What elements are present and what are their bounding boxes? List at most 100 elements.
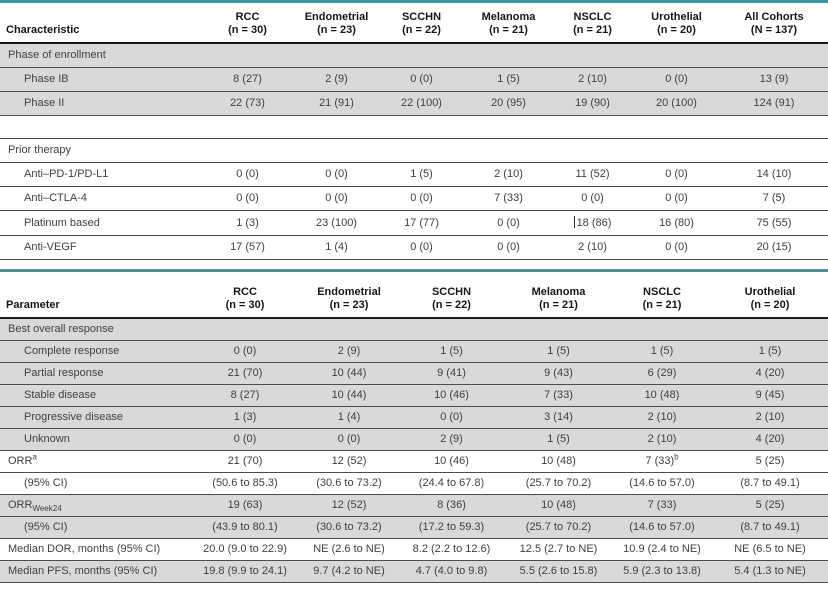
row-label-cell: Median PFS, months (95% CI) (0, 560, 190, 583)
data-cell: 1 (5) (712, 340, 828, 363)
data-cell: 8 (36) (398, 494, 505, 517)
cohort-n: (n = 21) (642, 299, 682, 311)
response-table-body: Best overall response Complete response 0 … (0, 318, 828, 583)
data-cell: 20 (100) (633, 91, 720, 116)
column-header: All Cohorts (N = 137) (720, 1, 828, 44)
data-cell: 5.4 (1.3 to NE) (712, 560, 828, 583)
data-cell: 3 (14) (505, 406, 612, 429)
cohort-name: Melanoma (531, 286, 586, 298)
row-label-cell: ORRa (0, 450, 190, 473)
row-label-cell: ORRWeek24 (0, 494, 190, 517)
data-cell: (25.7 to 70.2) (505, 516, 612, 539)
column-header: RCC (n = 30) (200, 1, 295, 44)
column-header-label: Parameter (0, 278, 190, 319)
data-cell: 9 (43) (505, 362, 612, 385)
data-cell: 0 (0) (378, 67, 465, 92)
data-cell: (24.4 to 67.8) (398, 472, 505, 495)
text-caret-artifact (573, 216, 575, 228)
data-cell: 1 (5) (612, 340, 712, 363)
response-table: Parameter RCC (n = 30) Endometrial (n = 23) S… (0, 278, 828, 583)
data-cell: 10 (46) (398, 384, 505, 407)
table-row: ORRa 21 (70) 12 (52) 10 (46) 10 (48) 7 (33)b 5… (0, 450, 828, 473)
row-label-cell: Median DOR, months (95% CI) (0, 538, 190, 561)
data-cell: 19.8 (9.9 to 24.1) (190, 560, 300, 583)
data-cell: 0 (0) (295, 162, 378, 187)
spacer-row (0, 115, 828, 139)
row-label-cell: Stable disease (0, 384, 190, 407)
cohort-n: (n = 23) (317, 24, 356, 36)
cohort-name: RCC (233, 286, 257, 298)
row-label-cell: Partial response (0, 362, 190, 385)
column-header: Endometrial (n = 23) (300, 278, 398, 319)
data-cell: 12.5 (2.7 to NE) (505, 538, 612, 561)
data-cell: 1 (5) (398, 340, 505, 363)
table-row: (95% CI) (43.9 to 80.1) (30.6 to 73.2) (17.… (0, 516, 828, 539)
section-label: Prior therapy (0, 138, 828, 163)
data-cell: 0 (0) (378, 235, 465, 260)
data-cell: 8.2 (2.2 to 12.6) (398, 538, 505, 561)
data-cell: 0 (0) (633, 235, 720, 260)
table-row: Anti–PD-1/PD-L1 0 (0) 0 (0) 1 (5) 2 (10) 11 (… (0, 162, 828, 187)
section-label: Phase of enrollment (0, 43, 828, 68)
cohort-n: (n = 20) (750, 299, 790, 311)
data-cell: 12 (52) (300, 450, 398, 473)
section-row: Prior therapy (0, 138, 828, 163)
data-cell: 0 (0) (633, 162, 720, 187)
data-cell: NE (2.6 to NE) (300, 538, 398, 561)
data-cell: 0 (0) (200, 162, 295, 187)
table-row: ORRWeek24 19 (63) 12 (52) 8 (36) 10 (48) 7 (3… (0, 494, 828, 517)
data-cell: 10 (48) (505, 450, 612, 473)
data-cell: 0 (0) (378, 186, 465, 211)
data-cell: 2 (10) (612, 406, 712, 429)
data-cell: 0 (0) (398, 406, 505, 429)
row-label-cell: Anti–CTLA-4 (0, 186, 200, 211)
cohort-name: SCCHN (431, 286, 472, 298)
cohort-name: NSCLC (643, 286, 681, 298)
row-label-cell: Phase IB (0, 67, 200, 92)
table-row: Unknown 0 (0) 0 (0) 2 (9) 1 (5) 2 (10) 4 (20) (0, 428, 828, 451)
data-cell: 2 (9) (295, 67, 378, 92)
cohort-n: (n = 22) (402, 24, 441, 36)
row-label-cell: Phase II (0, 91, 200, 116)
data-cell: NE (6.5 to NE) (712, 538, 828, 561)
response-table-header: Parameter RCC (n = 30) Endometrial (n = 23) S… (0, 278, 828, 319)
data-cell: 10 (48) (505, 494, 612, 517)
cohort-name: SCCHN (401, 11, 442, 23)
section-row: Phase of enrollment (0, 43, 828, 68)
cohort-n: (n = 23) (329, 299, 369, 311)
table-row: Phase II 22 (73) 21 (91) 22 (100) 20 (95) 19 … (0, 91, 828, 116)
data-cell: 0 (0) (633, 186, 720, 211)
data-cell: 19 (90) (552, 91, 633, 116)
data-cell: 10 (44) (300, 384, 398, 407)
data-cell: 18 (86) (552, 210, 633, 236)
column-header: RCC (n = 30) (190, 278, 300, 319)
characteristics-table-body: Phase of enrollment Phase IB 8 (27) 2 (9) 0 … (0, 43, 828, 260)
row-label-cell: Anti–PD-1/PD-L1 (0, 162, 200, 187)
data-cell: 2 (10) (465, 162, 552, 187)
data-cell: 21 (91) (295, 91, 378, 116)
row-label-cell: Platinum based (0, 210, 200, 236)
data-cell: 1 (5) (378, 162, 465, 187)
data-cell: (14.6 to 57.0) (612, 516, 712, 539)
data-cell: 5 (25) (712, 494, 828, 517)
data-cell: 124 (91) (720, 91, 828, 116)
data-cell: 2 (10) (552, 67, 633, 92)
column-header: Urothelial (n = 20) (633, 1, 720, 44)
spacer-cell (0, 115, 828, 139)
data-cell: 20 (15) (720, 235, 828, 260)
data-cell: 7 (33) (612, 494, 712, 517)
data-cell: 1 (5) (505, 340, 612, 363)
data-cell: 5.9 (2.3 to 13.8) (612, 560, 712, 583)
column-header: Melanoma (n = 21) (465, 1, 552, 44)
table-row: Median DOR, months (95% CI) 20.0 (9.0 to … (0, 538, 828, 561)
data-cell: 17 (57) (200, 235, 295, 260)
characteristics-table: Characteristic RCC (n = 30) Endometrial (n =… (0, 0, 828, 260)
cohort-n: (n = 21) (489, 24, 528, 36)
data-cell: 23 (100) (295, 210, 378, 236)
data-cell: 1 (4) (295, 235, 378, 260)
data-cell: (30.6 to 73.2) (300, 516, 398, 539)
data-cell: 1 (4) (300, 406, 398, 429)
row-label-cell: Progressive disease (0, 406, 190, 429)
data-cell: 5 (25) (712, 450, 828, 473)
